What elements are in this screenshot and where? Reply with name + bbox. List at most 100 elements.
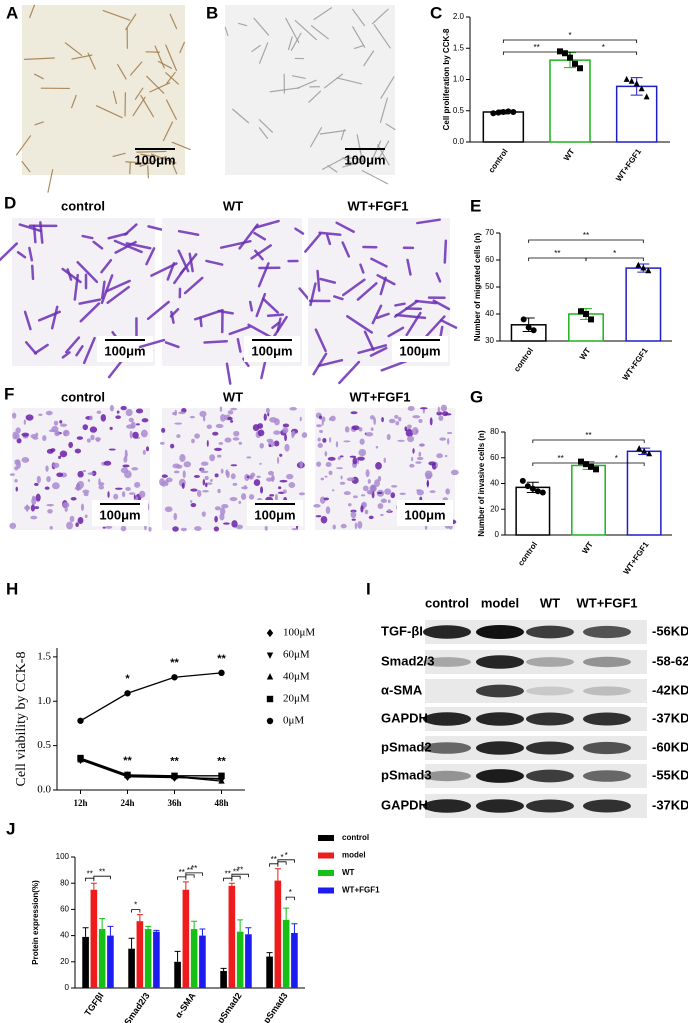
cell <box>258 127 269 139</box>
cell <box>200 461 209 466</box>
marker <box>510 109 517 115</box>
scale-label: 100μm <box>399 343 440 358</box>
cell <box>230 419 234 423</box>
blot-band <box>476 625 524 639</box>
cell <box>439 319 458 329</box>
cell <box>308 90 322 103</box>
cell <box>425 315 446 338</box>
cell <box>313 7 333 21</box>
scale-label: 100μm <box>134 152 175 167</box>
cell <box>304 232 322 253</box>
cell <box>206 439 209 447</box>
cell <box>133 494 136 500</box>
cell <box>128 417 134 423</box>
x-tick-label: Smad2/3 <box>122 991 151 1023</box>
cell <box>291 430 296 437</box>
cell <box>116 410 120 414</box>
cell <box>189 500 193 503</box>
cell <box>335 221 355 233</box>
cell <box>259 486 264 494</box>
cell <box>131 467 139 471</box>
cell <box>257 429 265 437</box>
cell <box>178 411 186 415</box>
cell <box>106 285 130 305</box>
marker <box>643 93 650 100</box>
cell <box>222 522 230 525</box>
marker <box>266 652 274 659</box>
scale-label: 100μm <box>254 507 295 522</box>
cell <box>374 479 380 487</box>
cell <box>321 416 326 423</box>
cell <box>375 462 382 470</box>
cell <box>98 478 101 486</box>
micrograph <box>313 404 459 530</box>
cell <box>254 249 264 261</box>
cell <box>325 506 331 514</box>
significance-bracket <box>277 859 295 863</box>
cell <box>278 486 282 490</box>
cell <box>257 423 264 429</box>
error-bar <box>228 882 235 886</box>
marker <box>519 477 526 484</box>
annotation: ** <box>123 755 132 767</box>
cell <box>86 438 91 443</box>
cell <box>298 492 306 496</box>
annotation: ** <box>170 657 179 669</box>
cell <box>288 481 296 489</box>
cell <box>336 467 343 470</box>
error-bar <box>128 937 135 949</box>
cell <box>149 82 171 93</box>
cell <box>373 24 391 49</box>
cell <box>238 22 248 27</box>
cell <box>258 119 274 133</box>
cell <box>217 488 221 494</box>
cell <box>199 410 207 418</box>
cell <box>36 475 41 484</box>
cell <box>100 258 113 274</box>
significance-label: ** <box>554 249 560 258</box>
cell <box>179 41 185 54</box>
cell <box>0 242 18 262</box>
cell <box>364 509 369 515</box>
cell <box>316 461 322 467</box>
cell <box>87 52 96 70</box>
marker <box>77 754 84 762</box>
y-axis-label: Number of migrated cells (n) <box>473 232 482 341</box>
cell <box>205 482 208 488</box>
cell <box>23 419 26 425</box>
y-tick-label: 1.5 <box>37 650 51 662</box>
bar <box>182 889 190 988</box>
cell <box>53 420 59 426</box>
cell <box>341 241 351 258</box>
cell <box>100 274 114 305</box>
y-tick-label: 40 <box>485 309 494 318</box>
marker <box>578 308 584 315</box>
legend-label: 40μM <box>283 671 310 683</box>
x-tick-label: WT <box>578 346 593 361</box>
cell <box>224 437 232 443</box>
cell <box>391 484 398 488</box>
marker <box>641 447 648 454</box>
cell <box>371 304 383 325</box>
micrograph <box>224 5 396 185</box>
marker <box>525 324 532 331</box>
blot-band <box>423 625 471 639</box>
y-tick-label: 0.0 <box>37 784 51 796</box>
marker <box>495 109 502 116</box>
cell <box>145 247 156 266</box>
cell <box>314 328 327 353</box>
cell <box>296 79 317 89</box>
blot-protein: pSmad3 <box>381 767 432 782</box>
annotation: ** <box>217 756 226 768</box>
y-axis-label: Protein expression(%) <box>31 880 40 965</box>
blot-size: -37KD <box>652 710 688 725</box>
bar <box>136 921 144 988</box>
cell <box>342 157 355 165</box>
cell <box>248 300 254 312</box>
cell <box>102 526 106 529</box>
cell <box>65 336 81 354</box>
cell <box>203 339 228 344</box>
marker <box>628 77 635 84</box>
cell <box>147 225 164 231</box>
cell <box>32 436 39 440</box>
